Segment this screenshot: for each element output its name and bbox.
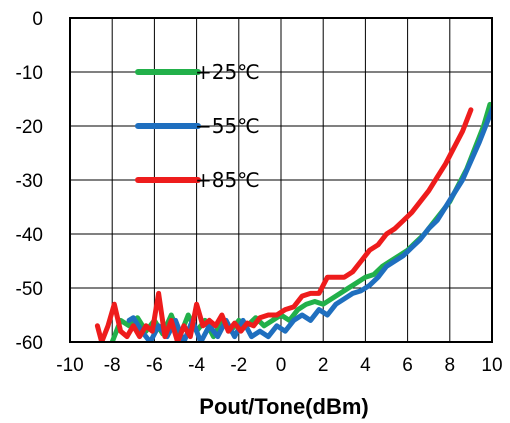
y-tick-label: -60 [16, 333, 43, 354]
x-tick-label: 0 [276, 355, 287, 376]
x-tick-label: 2 [318, 355, 329, 376]
x-tick-label: -2 [230, 355, 247, 376]
series-line-2 [94, 107, 474, 342]
legend: +25℃ −55℃ +85℃ [135, 60, 260, 192]
x-tick-label: 8 [445, 355, 456, 376]
legend-label-0: +25℃ [195, 60, 260, 84]
x-tick-label: 6 [402, 355, 413, 376]
y-tick-label: -10 [16, 63, 43, 84]
y-tick-label: -40 [16, 225, 43, 246]
y-tick-label: -50 [16, 279, 43, 300]
y-tick-label: 0 [32, 9, 43, 30]
x-tick-labels: -10 -8 -6 -4 -2 0 2 4 6 8 10 [56, 355, 502, 376]
y-tick-labels: 0 -10 -20 -30 -40 -50 -60 [16, 9, 43, 354]
x-tick-label: 10 [481, 355, 502, 376]
x-axis-title: Pout/Tone(dBm) [199, 394, 368, 419]
x-tick-label: -10 [56, 355, 83, 376]
series-layer [94, 101, 492, 342]
x-tick-label: -6 [146, 355, 163, 376]
y-tick-label: -30 [16, 171, 43, 192]
y-tick-label: -20 [16, 117, 43, 138]
legend-label-1: −55℃ [195, 114, 260, 138]
x-tick-label: -4 [188, 355, 205, 376]
plot-frame [69, 17, 493, 343]
x-tick-label: -8 [104, 355, 121, 376]
x-tick-label: 4 [360, 355, 371, 376]
legend-label-2: +85℃ [195, 168, 260, 192]
